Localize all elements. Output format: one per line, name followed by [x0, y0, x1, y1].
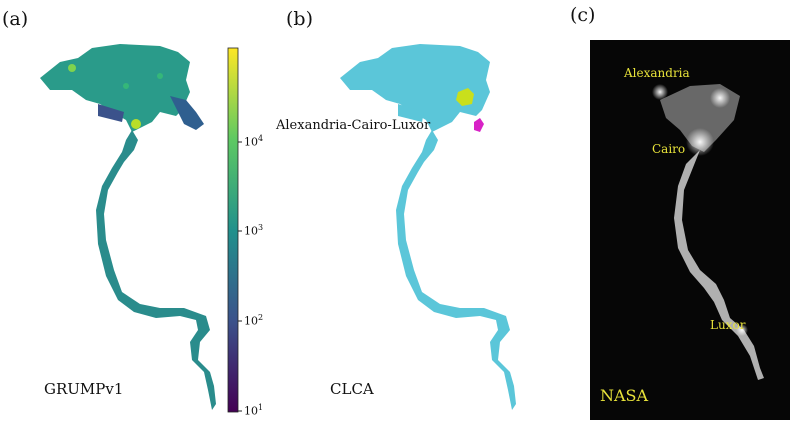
- nasa-image: [590, 40, 790, 420]
- panel-label-a: (a): [2, 8, 29, 30]
- colorbar: [227, 47, 239, 413]
- colorbar-tick-1e3: 103: [244, 223, 264, 238]
- nasa-source-label: NASA: [600, 386, 649, 405]
- clca-cluster-green: [456, 88, 474, 106]
- grump-delta-west: [98, 104, 124, 122]
- city-label-cairo: Cairo: [652, 142, 686, 156]
- colorbar-tick-1e1: 101: [244, 403, 264, 418]
- grump-map: [40, 44, 216, 410]
- caption-grump: GRUMPv1: [44, 380, 124, 398]
- grump-delta: [40, 44, 190, 132]
- clca-delta: [340, 44, 490, 132]
- panel-label-b: (b): [286, 8, 313, 30]
- colorbar-tick-1e2: 102: [244, 313, 264, 328]
- panel-label-c: (c): [570, 4, 596, 26]
- cluster-label: Alexandria-Cairo-Luxor: [276, 118, 431, 133]
- nasa-nile-lights: [674, 150, 764, 380]
- clca-map: [340, 44, 516, 410]
- grump-river: [96, 130, 216, 410]
- clca-cluster-magenta: [474, 118, 484, 132]
- grump-delta-dark: [170, 96, 204, 130]
- colorbar-tick-1e4: 104: [244, 134, 264, 149]
- clca-delta-west: [398, 104, 424, 122]
- city-label-luxor: Luxor: [710, 318, 746, 332]
- caption-clca: CLCA: [330, 380, 374, 398]
- city-label-alexandria: Alexandria: [624, 66, 690, 80]
- clca-river: [396, 130, 516, 410]
